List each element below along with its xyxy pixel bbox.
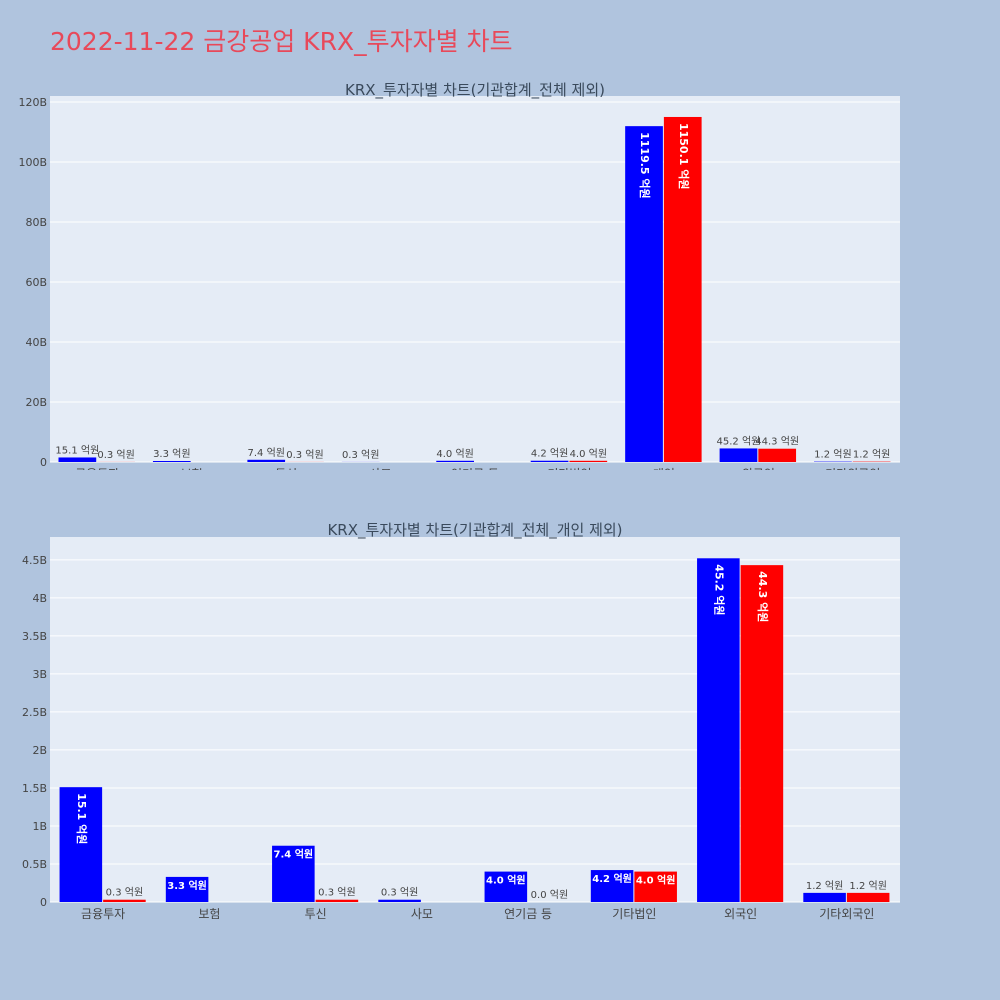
bar <box>846 892 890 902</box>
bar <box>697 558 740 902</box>
data-label: 1.2 억원 <box>814 449 851 461</box>
page-title: 2022-11-22 금강공업 KRX_투자자별 차트 <box>50 27 513 56</box>
x-tick-label: 금융투자 <box>75 467 119 470</box>
data-label: 7.4 억원 <box>274 848 314 861</box>
data-label: 1.2 억원 <box>849 880 886 892</box>
y-tick-label: 100B <box>18 156 47 169</box>
data-label: 7.4 억원 <box>248 447 285 459</box>
data-label: 0.3 억원 <box>318 887 355 899</box>
x-tick-label: 보험 <box>198 907 220 920</box>
bar <box>634 871 677 902</box>
bar <box>315 899 359 902</box>
data-label: 1.2 억원 <box>806 880 843 892</box>
bar <box>803 892 846 902</box>
data-label: 0.3 억원 <box>381 887 418 899</box>
bar <box>165 876 209 902</box>
data-label: 4.0 억원 <box>486 874 526 887</box>
bar <box>740 565 784 902</box>
data-label: 1150.1 억원 <box>677 123 691 190</box>
data-label: 0.0 억원 <box>531 889 568 901</box>
data-label: 4.2 억원 <box>592 872 632 885</box>
bar <box>569 460 608 462</box>
chart-top: KRX_투자자별 차트(기관합계_전체 제외) 0 20B 40B 60B 80B 100B… <box>18 81 900 470</box>
data-label: 15.1 억원 <box>55 444 99 456</box>
y-tick-label: 4.5B <box>22 554 47 567</box>
y-tick-label: 2B <box>32 744 47 757</box>
x-tick-label: 기타외국인 <box>825 467 880 470</box>
x-tick-label: 사모 <box>370 467 392 470</box>
bar <box>758 448 797 462</box>
x-tick-label: 연기금 등 <box>451 467 499 470</box>
bar <box>484 871 528 902</box>
y-tick-label: 2.5B <box>22 706 47 719</box>
y-tick-label: 80B <box>25 216 47 229</box>
y-tick-label: 4B <box>32 592 47 605</box>
x-tick-label: 기타외국인 <box>819 907 874 920</box>
chart-title: KRX_투자자별 차트(기관합계_전체_개인 제외) <box>327 521 622 540</box>
y-tick-label: 1B <box>32 820 47 833</box>
bar <box>663 116 702 462</box>
bar <box>436 460 474 462</box>
bar <box>59 787 103 902</box>
bar <box>378 899 421 902</box>
x-tick-label: 사모 <box>411 907 433 920</box>
data-label: 0.3 억원 <box>342 449 379 461</box>
bar <box>152 461 191 462</box>
data-label: 44.3 억원 <box>756 571 770 622</box>
y-tick-label: 3.5B <box>22 630 47 643</box>
chart-title: KRX_투자자별 차트(기관합계_전체 제외) <box>345 81 605 100</box>
y-tick-label: 20B <box>25 396 47 409</box>
data-label: 4.2 억원 <box>531 448 568 460</box>
data-label: 0.3 억원 <box>97 449 134 461</box>
y-tick-label: 3B <box>32 668 47 681</box>
data-label: 1.2 억원 <box>853 449 890 461</box>
bar <box>272 845 315 902</box>
bar <box>103 899 146 902</box>
x-tick-label: 외국인 <box>742 467 775 470</box>
data-label: 15.1 억원 <box>75 793 89 844</box>
data-label: 0.3 억원 <box>286 449 323 461</box>
x-tick-label: 개인 <box>653 467 675 470</box>
bar <box>719 448 758 462</box>
y-tick-label: 0.5B <box>22 858 47 871</box>
data-label: 45.2 억원 <box>712 564 726 615</box>
x-tick-label: 기타법인 <box>612 907 656 920</box>
x-tick-label: 투신 <box>305 907 327 920</box>
plot-area <box>50 96 900 462</box>
data-label: 4.0 억원 <box>436 448 473 460</box>
data-label: 3.3 억원 <box>167 879 207 892</box>
data-label: 3.3 억원 <box>153 448 190 460</box>
y-tick-label: 0 <box>40 896 47 909</box>
y-tick-label: 0 <box>40 456 47 469</box>
bar <box>590 870 634 902</box>
data-label: 1119.5 억원 <box>638 132 652 199</box>
x-tick-label: 외국인 <box>724 907 757 920</box>
y-tick-label: 1.5B <box>22 782 47 795</box>
y-tick-label: 120B <box>18 96 47 109</box>
y-tick-label: 40B <box>25 336 47 349</box>
bar <box>530 460 569 462</box>
y-tick-label: 60B <box>25 276 47 289</box>
bar <box>58 457 97 462</box>
x-tick-label: 연기금 등 <box>504 907 552 920</box>
bar <box>247 459 286 462</box>
x-tick-label: 보험 <box>181 467 203 470</box>
x-tick-label: 투신 <box>275 467 297 470</box>
data-label: 0.3 억원 <box>106 887 143 899</box>
x-tick-label: 기타법인 <box>547 467 591 470</box>
data-label: 4.0 억원 <box>636 874 676 887</box>
data-label: 45.2 억원 <box>717 435 761 447</box>
data-label: 44.3 억원 <box>755 436 799 448</box>
x-tick-label: 금융투자 <box>81 907 125 920</box>
data-label: 4.0 억원 <box>570 448 607 460</box>
bar <box>625 126 663 463</box>
chart-bottom: KRX_투자자별 차트(기관합계_전체_개인 제외) 0 0.5B 1B 1.5B 2B 2… <box>22 521 900 920</box>
